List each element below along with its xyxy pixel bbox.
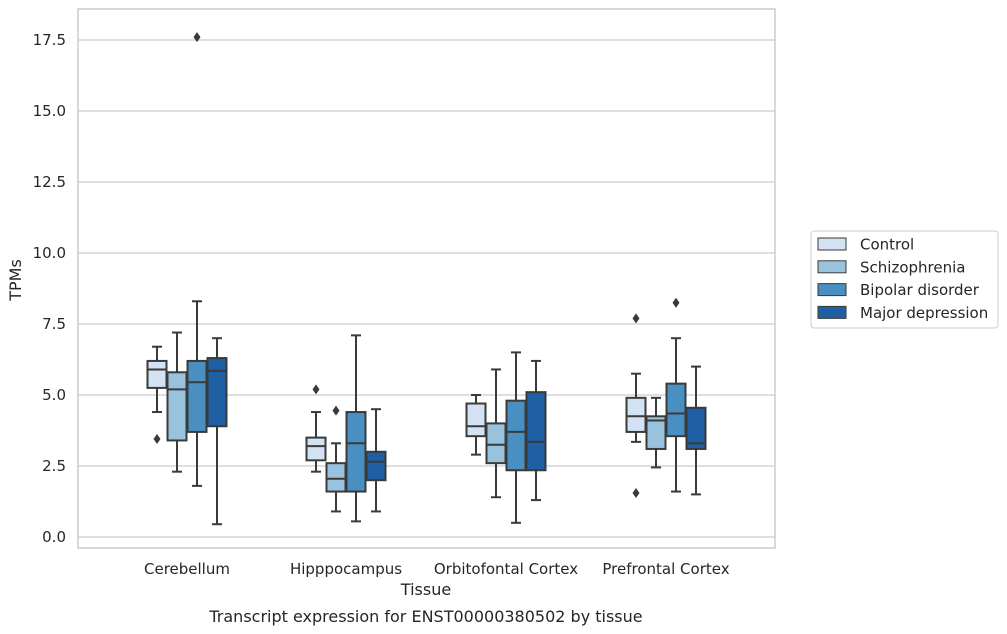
iqr-box <box>465 402 487 438</box>
chart-caption: Transcript expression for ENST0000038050… <box>208 607 642 626</box>
legend-item: Control <box>817 236 914 254</box>
legend-label: Control <box>860 236 914 254</box>
y-tick-label: 10.0 <box>33 244 66 262</box>
y-tick-label: 12.5 <box>33 173 66 191</box>
box-1-0 <box>166 331 188 473</box>
legend-label: Major depression <box>860 304 988 322</box>
y-tick-label: 0.0 <box>42 528 66 546</box>
iqr-box <box>305 436 327 462</box>
plot-frame <box>77 8 776 549</box>
outlier-point <box>312 384 320 395</box>
iqr-box <box>206 357 228 428</box>
iqr-box <box>345 411 367 493</box>
x-tick-label: Cerebellum <box>144 560 230 578</box>
outlier-point <box>632 313 640 324</box>
box-3-3 <box>685 365 707 496</box>
box-2-2 <box>505 351 527 524</box>
x-tick-label: Hipppocampus <box>290 560 402 578</box>
outlier-point <box>153 434 161 445</box>
y-tick-label: 17.5 <box>33 31 66 49</box>
legend-swatch <box>817 283 847 297</box>
outlier-point <box>632 487 640 498</box>
x-axis-title: Tissue <box>400 580 451 599</box>
box-0-1 <box>305 384 327 473</box>
legend-item: Schizophrenia <box>817 258 965 276</box>
outlier-point <box>672 297 680 308</box>
legend-swatch <box>817 305 847 319</box>
outlier-point <box>332 405 340 416</box>
box-3-2 <box>525 359 547 502</box>
iqr-box <box>505 399 527 472</box>
x-tick-labels: Cerebellum Hipppocampus Orbitofontal Corte… <box>144 560 730 578</box>
box-1-1 <box>325 405 347 513</box>
iqr-box <box>146 359 168 389</box>
y-tick-label: 5.0 <box>42 386 66 404</box>
box-0-0 <box>146 345 168 445</box>
iqr-box <box>325 462 347 493</box>
legend-label: Schizophrenia <box>860 258 965 276</box>
iqr-box <box>665 382 687 438</box>
iqr-box <box>525 391 547 472</box>
iqr-box <box>485 422 507 465</box>
box-0-3 <box>625 313 647 498</box>
legend-frame <box>810 230 999 329</box>
legend-item: Major depression <box>817 304 988 322</box>
box-3-1 <box>365 408 387 513</box>
x-tick-label: Prefrontal Cortex <box>602 560 729 578</box>
legend-label: Bipolar disorder <box>860 281 980 299</box>
legend-swatch <box>817 237 847 251</box>
box-2-0 <box>186 32 208 487</box>
y-tick-label: 15.0 <box>33 102 66 120</box>
box-groups <box>146 32 707 526</box>
legend: Control Schizophrenia Bipolar disorder Majo… <box>810 230 999 329</box>
box-1-3 <box>645 396 667 469</box>
iqr-box <box>365 450 387 482</box>
y-tick-label: 2.5 <box>42 457 66 475</box>
y-tick-labels: 0.0 2.5 5.0 7.5 10.0 12.5 15.0 17.5 <box>33 31 66 546</box>
iqr-box <box>625 396 647 433</box>
box-3-0 <box>206 337 228 526</box>
legend-item: Bipolar disorder <box>817 281 980 299</box>
iqr-box <box>166 371 188 442</box>
grid-lines <box>78 39 775 538</box>
legend-swatch <box>817 260 847 274</box>
box-2-1 <box>345 334 367 523</box>
x-tick-label: Orbitofontal Cortex <box>434 560 578 578</box>
y-axis-title: TPMs <box>6 259 25 302</box>
box-1-2 <box>485 368 507 499</box>
y-tick-label: 7.5 <box>42 315 66 333</box>
box-0-2 <box>465 394 487 456</box>
outlier-point <box>193 32 201 43</box>
iqr-box <box>186 359 208 433</box>
iqr-box <box>685 406 707 450</box>
box-2-3 <box>665 297 687 493</box>
